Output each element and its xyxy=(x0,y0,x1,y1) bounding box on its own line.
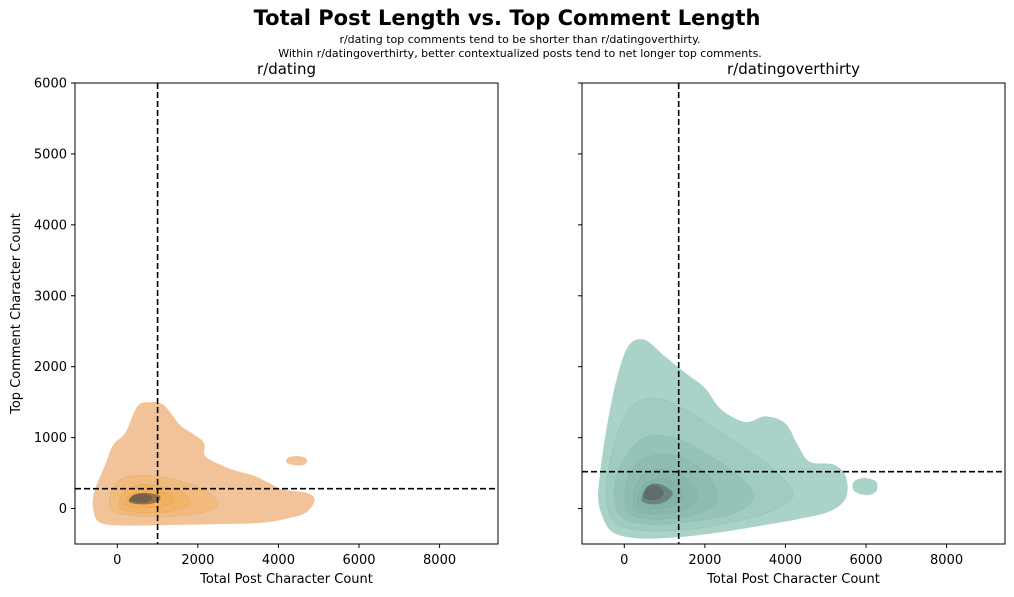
x-tick-label: 6000 xyxy=(849,553,882,568)
x-tick-label: 8000 xyxy=(423,553,456,568)
x-tick-label: 2000 xyxy=(181,553,214,568)
panel-title: r/dating xyxy=(257,60,316,78)
density-contour-level xyxy=(643,484,664,501)
panel-title: r/datingoverthirty xyxy=(727,60,860,78)
y-tick-label: 1000 xyxy=(34,431,67,446)
x-tick-label: 0 xyxy=(113,553,121,568)
axes-frame xyxy=(581,82,1006,545)
y-tick-label: 4000 xyxy=(34,218,67,233)
x-tick-label: 4000 xyxy=(262,553,295,568)
density-contour-island xyxy=(852,478,878,496)
chart-title: Total Post Length vs. Top Comment Length xyxy=(253,6,761,30)
x-tick-label: 2000 xyxy=(688,553,721,568)
y-tick-label: 5000 xyxy=(34,147,67,162)
x-tick-label: 8000 xyxy=(930,553,963,568)
plot-area xyxy=(582,83,1005,544)
axes-frame xyxy=(74,82,499,545)
x-axis-label: Total Post Character Count xyxy=(706,572,880,587)
density-contour-island xyxy=(286,456,308,466)
panel-r-dating: 0 2000 4000 6000 8000 0 1000 2000 3000 4000 5000 60… xyxy=(9,60,499,587)
x-tick-label: 0 xyxy=(620,553,628,568)
x-axis-label: Total Post Character Count xyxy=(199,572,373,587)
density-contour-level xyxy=(129,493,153,504)
y-tick-label: 3000 xyxy=(34,289,67,304)
chart-subtitle-line-1: r/dating top comments tend to be shorter… xyxy=(339,33,701,46)
x-tick-label: 6000 xyxy=(342,553,375,568)
y-tick-label: 0 xyxy=(59,502,67,517)
plot-area xyxy=(75,83,498,544)
panel-r-datingoverthirty: 0 2000 4000 6000 8000 r/datingoverthirty Total… xyxy=(578,60,1006,587)
y-tick-label: 6000 xyxy=(34,77,67,92)
x-tick-label: 4000 xyxy=(769,553,802,568)
y-tick-label: 2000 xyxy=(34,360,67,375)
y-axis-label: Top Comment Character Count xyxy=(9,213,24,415)
chart-subtitle-line-2: Within r/datingoverthirty, better contex… xyxy=(278,47,762,60)
